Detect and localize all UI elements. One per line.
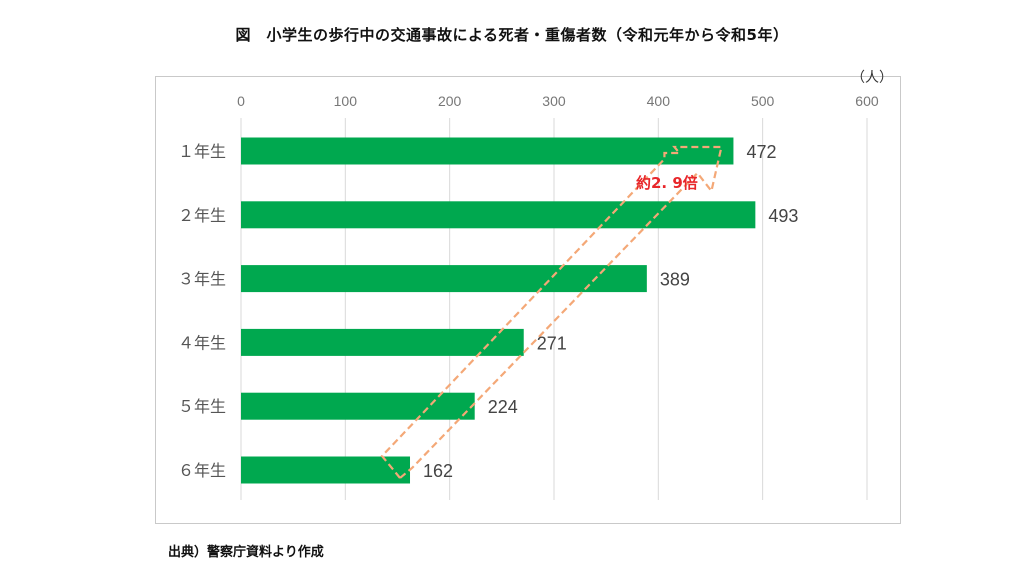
comparison-arrow (380, 145, 723, 480)
x-tick-label: 400 (647, 93, 671, 109)
data-label: 224 (488, 397, 518, 417)
data-label: 271 (537, 333, 567, 353)
data-label: 162 (423, 461, 453, 481)
data-label: 389 (660, 270, 690, 290)
bar (241, 201, 756, 229)
bars (241, 137, 756, 484)
bar (241, 328, 524, 356)
labels: 0 100 200 300 400 500 600 （人） １年生 472 ２年生 493 ３年生 389… (178, 70, 893, 481)
chart-frame (155, 76, 901, 524)
category-label: ３年生 (178, 270, 226, 289)
annotation-label: 約2. 9倍 (636, 174, 698, 192)
unit-label: （人） (851, 70, 893, 86)
data-label: 493 (768, 206, 798, 226)
category-label: １年生 (178, 142, 226, 161)
x-tick-label: 0 (237, 93, 245, 109)
bar (241, 456, 411, 484)
bar (241, 137, 734, 165)
bar (241, 392, 475, 420)
category-label: ２年生 (178, 206, 226, 225)
source-note: 出典）警察庁資料より作成 (168, 545, 324, 560)
x-tick-label: 100 (334, 93, 358, 109)
x-tick-label: 200 (438, 93, 462, 109)
chart-title: 図 小学生の歩行中の交通事故による死者・重傷者数（令和元年から令和5年） (235, 26, 789, 44)
x-tick-label: 600 (855, 93, 879, 109)
x-tick-label: 500 (751, 93, 775, 109)
data-label: 472 (746, 142, 776, 162)
comparison-arrow-outline (380, 145, 723, 480)
category-label: ５年生 (178, 397, 226, 416)
gridlines (240, 118, 868, 500)
category-label: ４年生 (178, 333, 226, 352)
x-tick-label: 300 (542, 93, 566, 109)
category-label: ６年生 (178, 461, 226, 480)
bar (241, 265, 647, 293)
